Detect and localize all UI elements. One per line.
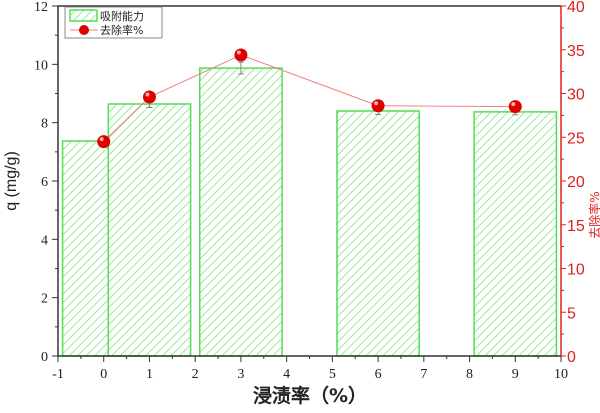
y-left-tick-label: 0: [41, 350, 48, 365]
y-right-tick-label: 25: [567, 130, 585, 147]
y-right-tick-label: 40: [567, 0, 585, 16]
x-tick-label: 1: [146, 367, 153, 382]
y-right-tick-label: 10: [567, 262, 585, 279]
bar: [336, 110, 420, 357]
data-point-highlight: [99, 137, 104, 142]
y-left-axis-label: q (mg/g): [3, 151, 20, 211]
error-bar: [237, 61, 244, 75]
x-tick-label: 4: [283, 367, 290, 382]
x-tick-label: 6: [375, 367, 382, 382]
data-point-highlight: [145, 92, 150, 97]
legend-bar-swatch: [69, 9, 98, 22]
y-left-tick-label: 10: [34, 58, 48, 73]
x-tick-label: 3: [237, 367, 244, 382]
y-right-tick-label: 0: [567, 349, 576, 366]
bar: [199, 67, 283, 357]
x-tick-label: 5: [329, 367, 336, 382]
y-left-tick-label: 8: [41, 117, 48, 132]
x-tick-label: 10: [554, 367, 568, 382]
legend-label-adsorption: 吸附能力: [100, 9, 144, 23]
y-right-tick-label: 15: [567, 218, 585, 235]
legend: 吸附能力 去除率%: [64, 6, 163, 39]
bar: [107, 103, 192, 357]
y-right-tick-label: 30: [567, 87, 585, 104]
x-tick-label: -1: [52, 367, 64, 382]
data-point-highlight: [236, 50, 241, 55]
y-left-tick-label: 2: [41, 292, 48, 307]
y-right-tick-label: 5: [567, 305, 576, 322]
bar: [473, 111, 558, 357]
data-point: [371, 99, 385, 113]
x-axis-label: 浸渍率（%）: [253, 384, 367, 407]
y-right-tick-label: 35: [567, 43, 585, 60]
data-point: [508, 100, 522, 114]
y-left-tick-label: 12: [34, 0, 48, 15]
x-tick-label: 8: [466, 367, 473, 382]
y-left-tick-label: 6: [41, 175, 48, 190]
data-point: [97, 135, 111, 149]
x-tick-label: 2: [192, 367, 199, 382]
y-left-tick-label: 4: [41, 233, 48, 248]
x-tick-label: 9: [512, 367, 519, 382]
x-tick-label: 0: [100, 367, 107, 382]
data-point: [142, 90, 156, 104]
x-tick-label: 7: [420, 367, 427, 382]
data-point: [234, 48, 248, 62]
data-point-highlight: [374, 101, 379, 106]
y-right-axis-label: 去除率%: [587, 191, 600, 238]
data-point-highlight: [511, 102, 516, 107]
y-right-tick-label: 20: [567, 174, 585, 191]
legend-label-removal: 去除率%: [100, 23, 143, 37]
legend-point-marker: [79, 25, 89, 35]
